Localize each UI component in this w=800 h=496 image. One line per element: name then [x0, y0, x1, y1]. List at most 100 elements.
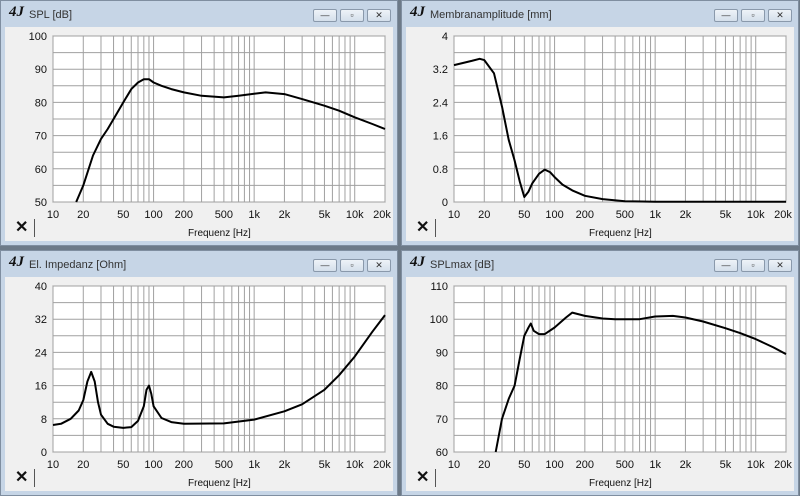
- chart-area: 50 60 70 80 90 100 10 20 50 100 200 500 1k 2k 5k 10k 20k…: [5, 27, 393, 241]
- divider: [34, 219, 35, 237]
- y-tick-label: 4: [442, 31, 448, 43]
- x-tick-label: 20: [478, 459, 490, 471]
- cursor-cross-icon[interactable]: ✕: [15, 219, 29, 236]
- chart-area: 0 8 16 24 32 40 10 20 50 100 200 500 1k 2k 5k 10k 20k ✕ …: [5, 277, 393, 491]
- window-title: SPL [dB]: [29, 9, 73, 21]
- chart-window: 4J SPL [dB] — ▫ ✕ 50 60 70 80 90 100 10 20 50 100…: [0, 0, 398, 246]
- x-tick-label: 10k: [747, 459, 765, 471]
- restore-button[interactable]: ▫: [340, 9, 364, 22]
- x-tick-label: 20k: [373, 459, 391, 471]
- divider: [34, 469, 35, 487]
- close-button[interactable]: ✕: [367, 259, 391, 272]
- x-tick-label: 20: [77, 209, 89, 221]
- y-tick-label: 70: [35, 131, 47, 143]
- close-button[interactable]: ✕: [768, 259, 792, 272]
- x-tick-label: 200: [175, 209, 193, 221]
- y-tick-label: 16: [35, 381, 47, 393]
- x-tick-label: 2k: [279, 209, 291, 221]
- x-tick-label: 100: [144, 459, 162, 471]
- y-tick-label: 40: [35, 281, 47, 293]
- x-tick-label: 10: [47, 459, 59, 471]
- cursor-cross-icon[interactable]: ✕: [416, 469, 430, 486]
- close-button[interactable]: ✕: [768, 9, 792, 22]
- close-button[interactable]: ✕: [367, 9, 391, 22]
- y-tick-label: 50: [35, 197, 47, 209]
- minimize-button[interactable]: —: [714, 259, 738, 272]
- divider: [435, 219, 436, 237]
- x-tick-label: 20: [478, 209, 490, 221]
- y-tick-label: 100: [29, 31, 47, 43]
- x-tick-label: 20k: [774, 459, 792, 471]
- restore-button[interactable]: ▫: [741, 259, 765, 272]
- x-tick-label: 5k: [720, 459, 732, 471]
- x-tick-label: 500: [215, 209, 233, 221]
- y-tick-label: 2.4: [433, 97, 448, 109]
- app-logo-icon: 4J: [9, 4, 24, 20]
- y-tick-label: 3.2: [433, 64, 448, 76]
- window-title: SPLmax [dB]: [430, 259, 495, 271]
- window-title: Membranamplitude [mm]: [430, 9, 552, 21]
- y-tick-label: 0.8: [433, 164, 448, 176]
- x-tick-label: 1k: [649, 209, 661, 221]
- chart-window: 4J El. Impedanz [Ohm] — ▫ ✕ 0 8 16 24 32 40 10…: [0, 250, 398, 496]
- x-tick-label: 200: [576, 209, 594, 221]
- x-tick-label: 2k: [680, 209, 692, 221]
- x-tick-label: 20k: [373, 209, 391, 221]
- cursor-cross-icon[interactable]: ✕: [416, 219, 430, 236]
- y-tick-label: 60: [35, 164, 47, 176]
- chart-window: 4J Membranamplitude [mm] — ▫ ✕ 0 0.8 1.6 2.…: [401, 0, 799, 246]
- app-logo-icon: 4J: [410, 4, 425, 20]
- x-tick-label: 10k: [747, 209, 765, 221]
- curve-line: [75, 78, 386, 203]
- y-tick-label: 100: [430, 314, 448, 326]
- x-tick-label: 10k: [346, 459, 364, 471]
- y-tick-label: 90: [436, 347, 448, 359]
- frequency-chart: 0 0.8 1.6 2.4 3.2 4 10 20 50 100 200 500 1k 2k 5k 10k 20…: [433, 31, 793, 221]
- window-title: El. Impedanz [Ohm]: [29, 259, 127, 271]
- cursor-cross-icon[interactable]: ✕: [15, 469, 29, 486]
- x-axis-label: Frequenz [Hz]: [188, 228, 251, 239]
- y-tick-label: 0: [41, 447, 47, 459]
- x-tick-label: 10: [47, 209, 59, 221]
- x-tick-label: 10: [448, 209, 460, 221]
- x-tick-label: 2k: [279, 459, 291, 471]
- y-tick-label: 0: [442, 197, 448, 209]
- title-bar[interactable]: 4J El. Impedanz [Ohm] — ▫ ✕: [1, 251, 397, 281]
- frequency-chart: 50 60 70 80 90 100 10 20 50 100 200 500 1k 2k 5k 10k 20k: [29, 31, 392, 221]
- x-axis-label: Frequenz [Hz]: [589, 478, 652, 489]
- x-axis-label: Frequenz [Hz]: [589, 228, 652, 239]
- x-tick-label: 500: [616, 459, 634, 471]
- x-tick-label: 1k: [248, 209, 260, 221]
- x-tick-label: 50: [117, 209, 129, 221]
- curve-line: [494, 311, 787, 453]
- frequency-chart: 60 70 80 90 100 110 10 20 50 100 200 500 1k 2k 5k 10k 20…: [430, 281, 793, 471]
- y-tick-label: 110: [430, 281, 448, 293]
- x-tick-label: 5k: [319, 459, 331, 471]
- title-bar[interactable]: 4J SPL [dB] — ▫ ✕: [1, 1, 397, 31]
- x-tick-label: 20: [77, 459, 89, 471]
- y-tick-label: 80: [436, 381, 448, 393]
- x-tick-label: 50: [518, 459, 530, 471]
- x-tick-label: 5k: [720, 209, 732, 221]
- y-tick-label: 1.6: [433, 131, 448, 143]
- x-tick-label: 20k: [774, 209, 792, 221]
- minimize-button[interactable]: —: [714, 9, 738, 22]
- x-tick-label: 1k: [649, 459, 661, 471]
- x-tick-label: 50: [518, 209, 530, 221]
- x-tick-label: 500: [616, 209, 634, 221]
- x-tick-label: 100: [144, 209, 162, 221]
- x-tick-label: 100: [545, 459, 563, 471]
- x-tick-label: 500: [215, 459, 233, 471]
- restore-button[interactable]: ▫: [340, 259, 364, 272]
- minimize-button[interactable]: —: [313, 259, 337, 272]
- x-tick-label: 50: [117, 459, 129, 471]
- restore-button[interactable]: ▫: [741, 9, 765, 22]
- title-bar[interactable]: 4J Membranamplitude [mm] — ▫ ✕: [402, 1, 798, 31]
- minimize-button[interactable]: —: [313, 9, 337, 22]
- chart-area: 60 70 80 90 100 110 10 20 50 100 200 500 1k 2k 5k 10k 20…: [406, 277, 794, 491]
- x-tick-label: 2k: [680, 459, 692, 471]
- x-tick-label: 200: [175, 459, 193, 471]
- title-bar[interactable]: 4J SPLmax [dB] — ▫ ✕: [402, 251, 798, 281]
- x-tick-label: 1k: [248, 459, 260, 471]
- app-logo-icon: 4J: [9, 254, 24, 270]
